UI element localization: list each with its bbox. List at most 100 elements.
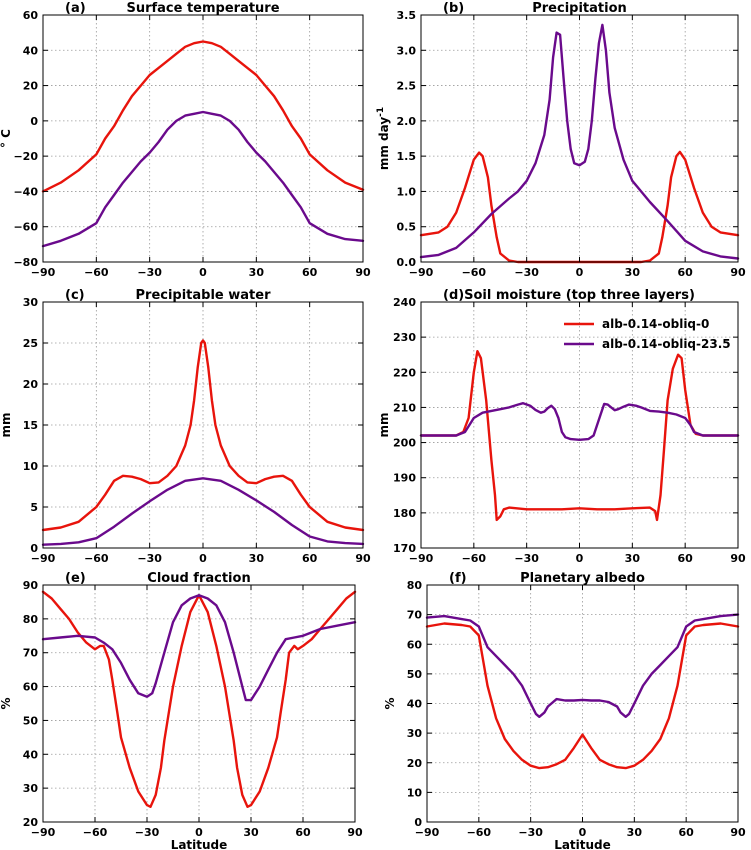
panel-label: (a) bbox=[65, 1, 86, 16]
x-tick-label: 30 bbox=[243, 826, 259, 839]
x-axis-label: Latitude bbox=[171, 838, 228, 850]
y-tick-label: 50 bbox=[407, 668, 423, 681]
x-tick-label: 30 bbox=[249, 266, 265, 279]
series-line-2 bbox=[419, 23, 740, 260]
x-tick-label: 60 bbox=[678, 552, 694, 565]
series-line-1 bbox=[41, 590, 357, 808]
y-tick-label: 20 bbox=[23, 378, 39, 391]
y-tick-label: 60 bbox=[23, 9, 39, 22]
y-tick-label: 90 bbox=[23, 579, 39, 592]
x-tick-label: −60 bbox=[84, 552, 109, 565]
y-tick-label: 3.5 bbox=[397, 9, 417, 22]
x-tick-label: 60 bbox=[302, 266, 318, 279]
x-tick-label: 0 bbox=[195, 826, 203, 839]
legend-label-1: alb-0.14-obliq-0 bbox=[602, 317, 709, 331]
x-tick-label: −30 bbox=[514, 552, 539, 565]
panel-label: (c) bbox=[65, 288, 85, 303]
x-tick-label: −90 bbox=[415, 826, 440, 839]
chart-panel-2: −90 −60 −30 0 30 60 90 0.0 0.5 1.0 1.5 2.0 2.5 3.0 3.5… bbox=[376, 1, 746, 279]
x-tick-label: 90 bbox=[355, 266, 371, 279]
x-tick-label: −60 bbox=[84, 266, 109, 279]
panel-title: Cloud fraction bbox=[147, 571, 250, 586]
series-line-1 bbox=[425, 622, 740, 770]
y-tick-label: 3.0 bbox=[397, 44, 417, 57]
y-tick-label: −60 bbox=[13, 221, 38, 234]
x-tick-label: −90 bbox=[409, 552, 434, 565]
y-tick-label: 40 bbox=[23, 748, 39, 761]
x-tick-label: 30 bbox=[249, 552, 265, 565]
y-tick-label: 1.5 bbox=[397, 150, 417, 163]
y-tick-label: 180 bbox=[393, 507, 416, 520]
y-tick-label: 80 bbox=[407, 579, 423, 592]
y-tick-label: 70 bbox=[407, 609, 423, 622]
x-tick-label: 30 bbox=[625, 266, 641, 279]
x-tick-label: 90 bbox=[355, 552, 371, 565]
y-tick-label: 60 bbox=[407, 638, 423, 651]
x-tick-label: 0 bbox=[199, 266, 207, 279]
x-tick-label: 30 bbox=[625, 552, 641, 565]
y-tick-label: 5 bbox=[30, 501, 38, 514]
series-line-2 bbox=[41, 594, 357, 702]
panel-title: Planetary albedo bbox=[520, 571, 645, 586]
y-tick-label: 40 bbox=[23, 44, 39, 57]
x-tick-label: 90 bbox=[347, 826, 363, 839]
panel-title: Precipitation bbox=[532, 1, 627, 16]
series-line-2 bbox=[425, 613, 740, 718]
panel-title: Soil moisture (top three layers) bbox=[464, 288, 695, 303]
x-tick-label: −30 bbox=[518, 826, 543, 839]
y-tick-label: 50 bbox=[23, 714, 39, 727]
x-tick-label: 60 bbox=[302, 552, 318, 565]
chart-panel-5: −90 −60 −30 0 30 60 90 20 30 40 50 60 70 80 90 (e) Cloud… bbox=[0, 571, 363, 850]
y-tick-label: 200 bbox=[393, 437, 416, 450]
legend-label-2: alb-0.14-obliq-23.5 bbox=[602, 337, 731, 351]
x-tick-label: 0 bbox=[576, 552, 584, 565]
y-tick-label: 40 bbox=[407, 698, 423, 711]
panel-label: (e) bbox=[65, 571, 86, 586]
y-tick-label: 220 bbox=[393, 366, 416, 379]
series-line-2 bbox=[419, 402, 740, 441]
y-tick-label: 210 bbox=[393, 401, 416, 414]
x-tick-label: −30 bbox=[135, 826, 160, 839]
x-tick-label: 30 bbox=[627, 826, 643, 839]
x-tick-label: −90 bbox=[31, 826, 56, 839]
chart-panel-4: −90 −60 −30 0 30 60 90 170 180 190 200 210 220 230 240… bbox=[377, 288, 746, 565]
x-tick-label: 60 bbox=[295, 826, 311, 839]
y-tick-label: 10 bbox=[23, 460, 39, 473]
x-tick-label: −90 bbox=[31, 552, 56, 565]
y-tick-label: 30 bbox=[23, 296, 39, 309]
panel-label: (f) bbox=[449, 571, 467, 586]
y-tick-label: 0 bbox=[30, 115, 38, 128]
x-tick-label: 90 bbox=[730, 266, 746, 279]
legend: alb-0.14-obliq-0 alb-0.14-obliq-23.5 bbox=[564, 317, 731, 351]
series-line-1 bbox=[41, 40, 365, 193]
x-axis-label: Latitude bbox=[554, 838, 611, 850]
panel-title: Surface temperature bbox=[126, 1, 279, 16]
y-tick-label: 2.0 bbox=[397, 115, 417, 128]
y-tick-label: 240 bbox=[393, 296, 416, 309]
series-line-1 bbox=[419, 350, 740, 522]
y-tick-label: 10 bbox=[407, 786, 423, 799]
x-tick-label: −60 bbox=[462, 552, 487, 565]
x-tick-label: −30 bbox=[514, 266, 539, 279]
y-tick-label: 20 bbox=[407, 757, 423, 770]
y-axis-label: mm day-1 bbox=[376, 107, 391, 170]
y-tick-label: 0 bbox=[30, 542, 38, 555]
y-axis-label: % bbox=[383, 697, 397, 709]
y-tick-label: 60 bbox=[23, 681, 39, 694]
x-tick-label: −90 bbox=[31, 266, 56, 279]
x-tick-label: −60 bbox=[462, 266, 487, 279]
x-tick-label: 60 bbox=[679, 826, 695, 839]
y-tick-label: 2.5 bbox=[397, 80, 417, 93]
x-tick-label: 90 bbox=[730, 552, 746, 565]
x-tick-label: −30 bbox=[137, 266, 162, 279]
x-tick-label: 0 bbox=[576, 266, 584, 279]
y-axis-label: mm bbox=[0, 412, 13, 437]
y-axis-label: % bbox=[0, 697, 13, 709]
x-tick-label: 90 bbox=[730, 826, 746, 839]
y-tick-label: 25 bbox=[23, 337, 38, 350]
y-tick-label: 1.0 bbox=[397, 185, 417, 198]
x-tick-label: −90 bbox=[409, 266, 434, 279]
chart-panel-6: −90 −60 −30 0 30 60 90 0 10 20 30 40 50 60 70 80 (f) Plan… bbox=[383, 571, 746, 850]
y-axis-label-superscript: -1 bbox=[376, 107, 386, 117]
